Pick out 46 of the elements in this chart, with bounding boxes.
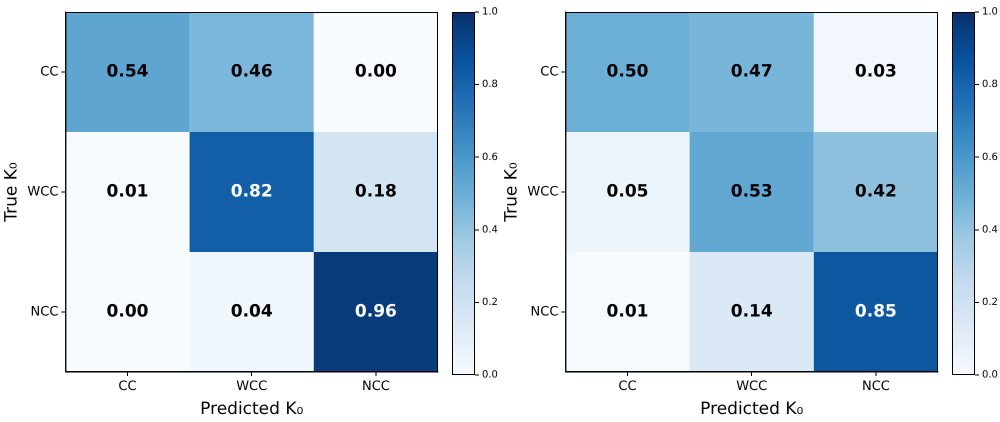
color-bar-label: 0.4: [482, 224, 498, 236]
x-tick-label: CC: [618, 379, 637, 394]
y-tick-label: NCC: [30, 304, 58, 320]
y-tick-label: NCC: [530, 304, 558, 320]
data-label: 0.01: [106, 181, 148, 202]
color-bar-label: 0.0: [982, 370, 998, 381]
y-axis-title: True K₀: [502, 162, 522, 223]
y-tick-label: CC: [40, 64, 58, 80]
y-tick-label: WCC: [27, 184, 58, 200]
x-tick-label: NCC: [862, 379, 890, 394]
data-label: 0.18: [354, 181, 397, 202]
y-axis-title: True K₀: [2, 162, 22, 223]
data-label: 0.00: [106, 301, 149, 322]
data-label: 0.54: [106, 61, 149, 82]
data-label: 0.01: [606, 301, 648, 322]
data-label: 0.96: [354, 301, 397, 322]
color-bar-label: 0.8: [482, 79, 498, 90]
x-tick-label: NCC: [362, 379, 390, 394]
data-label: 0.03: [854, 61, 897, 82]
data-label: 0.47: [730, 61, 773, 82]
y-tick-label: WCC: [527, 184, 558, 200]
color-bar-label: 0.2: [982, 296, 998, 308]
x-tick-label: WCC: [236, 379, 268, 394]
color-bar-label: 0.4: [982, 224, 998, 236]
color-bar-label: 1.0: [482, 6, 498, 18]
color-bar-label: 0.8: [982, 79, 998, 90]
data-label: 0.42: [854, 181, 897, 202]
color-bar-label: 0.6: [482, 152, 498, 163]
data-label: 0.50: [606, 61, 649, 82]
data-label: 0.46: [230, 61, 273, 82]
x-axis-title: Predicted K₀: [200, 399, 304, 420]
data-label: 0.82: [230, 181, 273, 202]
x-tick-label: CC: [118, 379, 137, 394]
x-tick-label: WCC: [736, 379, 768, 394]
color-bar-label: 1.0: [982, 6, 998, 18]
data-label: 0.05: [606, 181, 648, 202]
data-label: 0.00: [354, 61, 398, 82]
color-bar-label: 0.0: [482, 370, 498, 381]
data-label: 0.14: [730, 301, 773, 322]
data-label: 0.85: [854, 301, 897, 322]
x-axis-title: Predicted K₀: [700, 399, 804, 420]
color-bar-label: 0.2: [482, 296, 498, 308]
data-label: 0.53: [730, 181, 773, 202]
color-bar-label: 0.6: [982, 152, 998, 163]
y-tick-label: CC: [540, 64, 558, 80]
data-label: 0.04: [230, 301, 273, 322]
